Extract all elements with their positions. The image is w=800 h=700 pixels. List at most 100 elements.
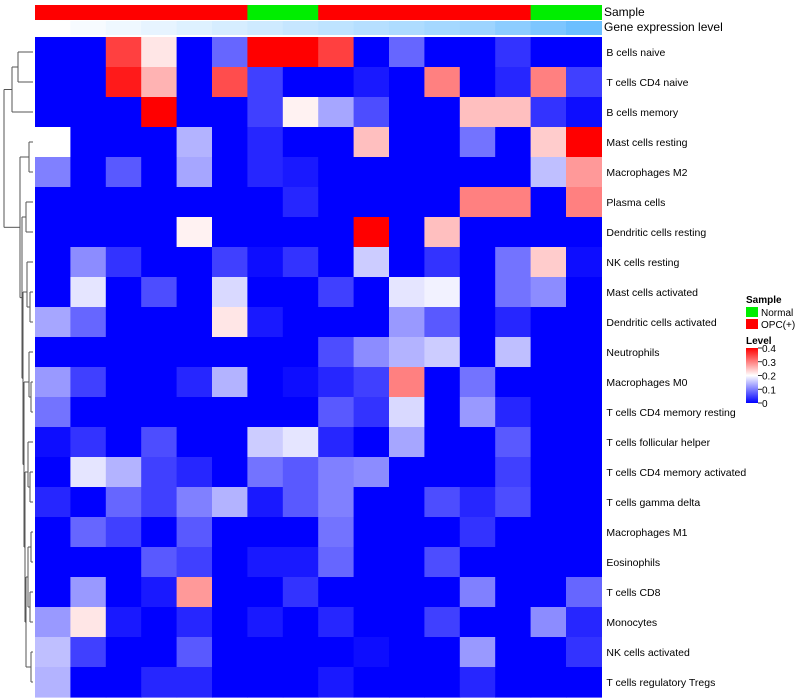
gene-expression-annotation-cell (459, 21, 496, 35)
heatmap-cell (141, 67, 178, 98)
row-label: Macrophages M2 (606, 167, 687, 179)
heatmap-cell (35, 247, 71, 278)
heatmap-cell (141, 517, 178, 548)
heatmap-cell (353, 547, 390, 578)
row-label: Dendritic cells resting (606, 227, 706, 239)
heatmap-cell (318, 547, 355, 578)
heatmap-cell (247, 427, 284, 458)
heatmap-cell (495, 457, 532, 488)
heatmap-cell (141, 187, 178, 218)
heatmap-cell (141, 247, 178, 278)
heatmap-cell (282, 577, 319, 608)
heatmap-cell (247, 247, 284, 278)
heatmap-cell (247, 667, 284, 698)
sample-annotation-cell (318, 5, 355, 20)
gene-expression-annotation-cell (212, 21, 248, 35)
sample-annotation-title: Sample (604, 5, 645, 19)
heatmap-cell (141, 577, 178, 608)
heatmap-cell (247, 487, 284, 518)
heatmap-cell (318, 217, 355, 248)
level-tick-label: 0.3 (762, 358, 776, 369)
heatmap-cell (212, 277, 248, 308)
heatmap-cell (530, 127, 567, 158)
heatmap-cell (35, 517, 71, 548)
heatmap-cell (70, 517, 107, 548)
heatmap-cell (282, 277, 319, 308)
heatmap-cell (566, 667, 602, 698)
heatmap-cell (530, 367, 567, 398)
heatmap-cell (212, 577, 248, 608)
heatmap-cell (459, 277, 496, 308)
heatmap-cell (70, 157, 107, 188)
heatmap-cell (105, 367, 142, 398)
gene-expression-annotation-cell (141, 21, 178, 35)
heatmap-cell (212, 97, 248, 128)
row-label: Plasma cells (606, 197, 665, 209)
heatmap-cell (495, 427, 532, 458)
heatmap-cell (353, 457, 390, 488)
sample-annotation-cell (389, 5, 425, 20)
heatmap-cell (247, 457, 284, 488)
heatmap-cell (353, 307, 390, 338)
heatmap-cell (530, 637, 567, 668)
heatmap-cell (282, 337, 319, 368)
heatmap-cell (282, 547, 319, 578)
heatmap-cell (566, 187, 602, 218)
heatmap-cell (353, 607, 390, 638)
heatmap-cell (247, 127, 284, 158)
gene-expression-annotation-cell (389, 21, 425, 35)
gene-expression-annotation-cell (353, 21, 390, 35)
heatmap-cell (424, 307, 461, 338)
heatmap-cell (566, 427, 602, 458)
legend-label: Normal (761, 308, 793, 319)
heatmap-cell (105, 307, 142, 338)
heatmap-cell (389, 67, 425, 98)
heatmap-cell (495, 547, 532, 578)
heatmap-cell (318, 667, 355, 698)
heatmap-cell (530, 397, 567, 428)
sample-annotation-cell (70, 5, 107, 20)
heatmap-cell (495, 637, 532, 668)
heatmap-cell (566, 307, 602, 338)
gene-expression-annotation-cell (70, 21, 107, 35)
heatmap-cell (282, 37, 319, 68)
heatmap-cell (353, 187, 390, 218)
heatmap-cell (318, 607, 355, 638)
heatmap-cell (176, 217, 213, 248)
heatmap-cell (318, 157, 355, 188)
heatmap-cell (141, 217, 178, 248)
heatmap-cell (212, 157, 248, 188)
row-label: B cells naive (606, 47, 665, 59)
level-colorbar (746, 348, 758, 403)
heatmap-cell (566, 487, 602, 518)
sample-annotation-cell (282, 5, 319, 20)
heatmap-cell (141, 607, 178, 638)
heatmap-cell (35, 397, 71, 428)
heatmap-cell (176, 427, 213, 458)
gene-expression-annotation-cell (247, 21, 284, 35)
heatmap-cell (566, 67, 602, 98)
heatmap-cell (70, 97, 107, 128)
heatmap-cell (247, 277, 284, 308)
heatmap-cell (141, 307, 178, 338)
heatmap-cell (70, 277, 107, 308)
heatmap-cell (247, 517, 284, 548)
heatmap-cell (353, 97, 390, 128)
heatmap-cell (318, 37, 355, 68)
heatmap-cell (212, 547, 248, 578)
heatmap-cell (70, 487, 107, 518)
heatmap-cell (318, 397, 355, 428)
heatmap-cell (141, 337, 178, 368)
heatmap-cell (389, 277, 425, 308)
row-label: T cells CD8 (606, 587, 660, 599)
heatmap-cell (105, 157, 142, 188)
heatmap-cell (212, 667, 248, 698)
heatmap-cell (247, 577, 284, 608)
sample-annotation-cell (566, 5, 602, 20)
heatmap-cell (389, 307, 425, 338)
heatmap-cell (105, 457, 142, 488)
heatmap-cell (318, 577, 355, 608)
heatmap-cell (247, 637, 284, 668)
heatmap-cell (70, 667, 107, 698)
heatmap-cell (530, 487, 567, 518)
